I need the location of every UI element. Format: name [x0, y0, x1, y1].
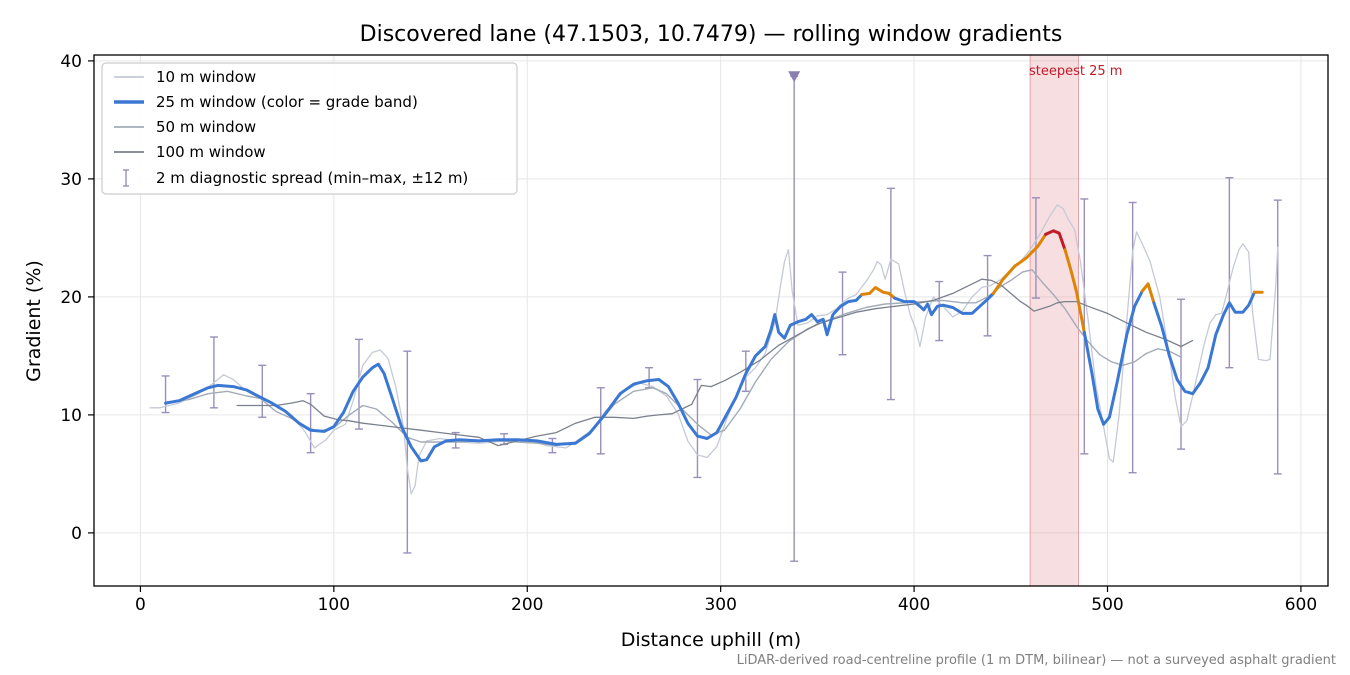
- legend: 10 m window 25 m window (color = grade b…: [101, 62, 518, 195]
- series-line-25m-segment: [991, 232, 1048, 295]
- x-axis-label: Distance uphill (m): [621, 629, 801, 651]
- series-line-0: [149, 204, 1279, 495]
- x-tick-label: 400: [898, 595, 930, 615]
- series-line-25m-segment: [1140, 282, 1156, 305]
- y-tick-label: 10: [60, 406, 82, 426]
- legend-swatch-spread: [123, 169, 129, 187]
- spread-bar: [838, 271, 847, 356]
- spread-bar: [935, 280, 944, 342]
- highlight-band: [1029, 54, 1079, 587]
- spread-bar: [258, 364, 267, 418]
- series-line-3: [236, 278, 1194, 447]
- legend-box: [101, 62, 518, 195]
- legend-label-100m: 100 m window: [156, 143, 266, 161]
- clipped-marker: [788, 71, 801, 83]
- plot-frame: [93, 54, 1329, 587]
- series-line-25m-segment: [1082, 289, 1144, 426]
- y-tick-label: 30: [60, 170, 82, 190]
- x-tick-label: 300: [704, 595, 736, 615]
- legend-label-10m: 10 m window: [156, 68, 256, 86]
- spread-bar: [693, 378, 702, 479]
- spread-bar: [403, 350, 412, 554]
- y-axis-label: Gradient (%): [23, 260, 45, 382]
- footnote: LiDAR-derived road-centreline profile (1…: [737, 653, 1336, 668]
- axis-ticks: 0 100 200 300 400 500 600 0 10 20 30 40: [60, 52, 1317, 615]
- series-line-25m-segment: [164, 293, 864, 463]
- chart-title: Discovered lane (47.1503, 10.7479) — rol…: [360, 22, 1063, 47]
- x-tick-label: 200: [511, 595, 543, 615]
- series-line-25m-segment: [1063, 248, 1086, 334]
- x-tick-label: 0: [135, 595, 146, 615]
- x-tick-label: 500: [1091, 595, 1123, 615]
- steepest-band-rect: [1029, 54, 1079, 587]
- spread-bar: [983, 254, 992, 337]
- spread-bar: [209, 336, 218, 409]
- spread-bar: [1225, 177, 1234, 369]
- spread-bar: [306, 392, 315, 454]
- series-line-25m-segment: [1044, 229, 1067, 252]
- series-line-25m-segment: [893, 291, 995, 317]
- x-tick-label: 600: [1285, 595, 1317, 615]
- legend-label-25m: 25 m window (color = grade band): [156, 93, 418, 111]
- x-tick-label: 100: [318, 595, 350, 615]
- spread-bar: [1273, 199, 1282, 475]
- series-line-25m-segment: [860, 286, 897, 300]
- spread-bar: [1128, 201, 1137, 474]
- legend-label-spread: 2 m diagnostic spread (min–max, ±12 m): [156, 169, 468, 187]
- series-lines: [149, 204, 1279, 495]
- y-tick-label: 20: [60, 288, 82, 308]
- y-tick-label: 0: [71, 524, 82, 544]
- steepest-band-label: steepest 25 m: [1029, 64, 1122, 79]
- y-tick-label: 40: [60, 52, 82, 72]
- series-line-25m-segment: [1152, 290, 1256, 396]
- legend-label-50m: 50 m window: [156, 118, 256, 136]
